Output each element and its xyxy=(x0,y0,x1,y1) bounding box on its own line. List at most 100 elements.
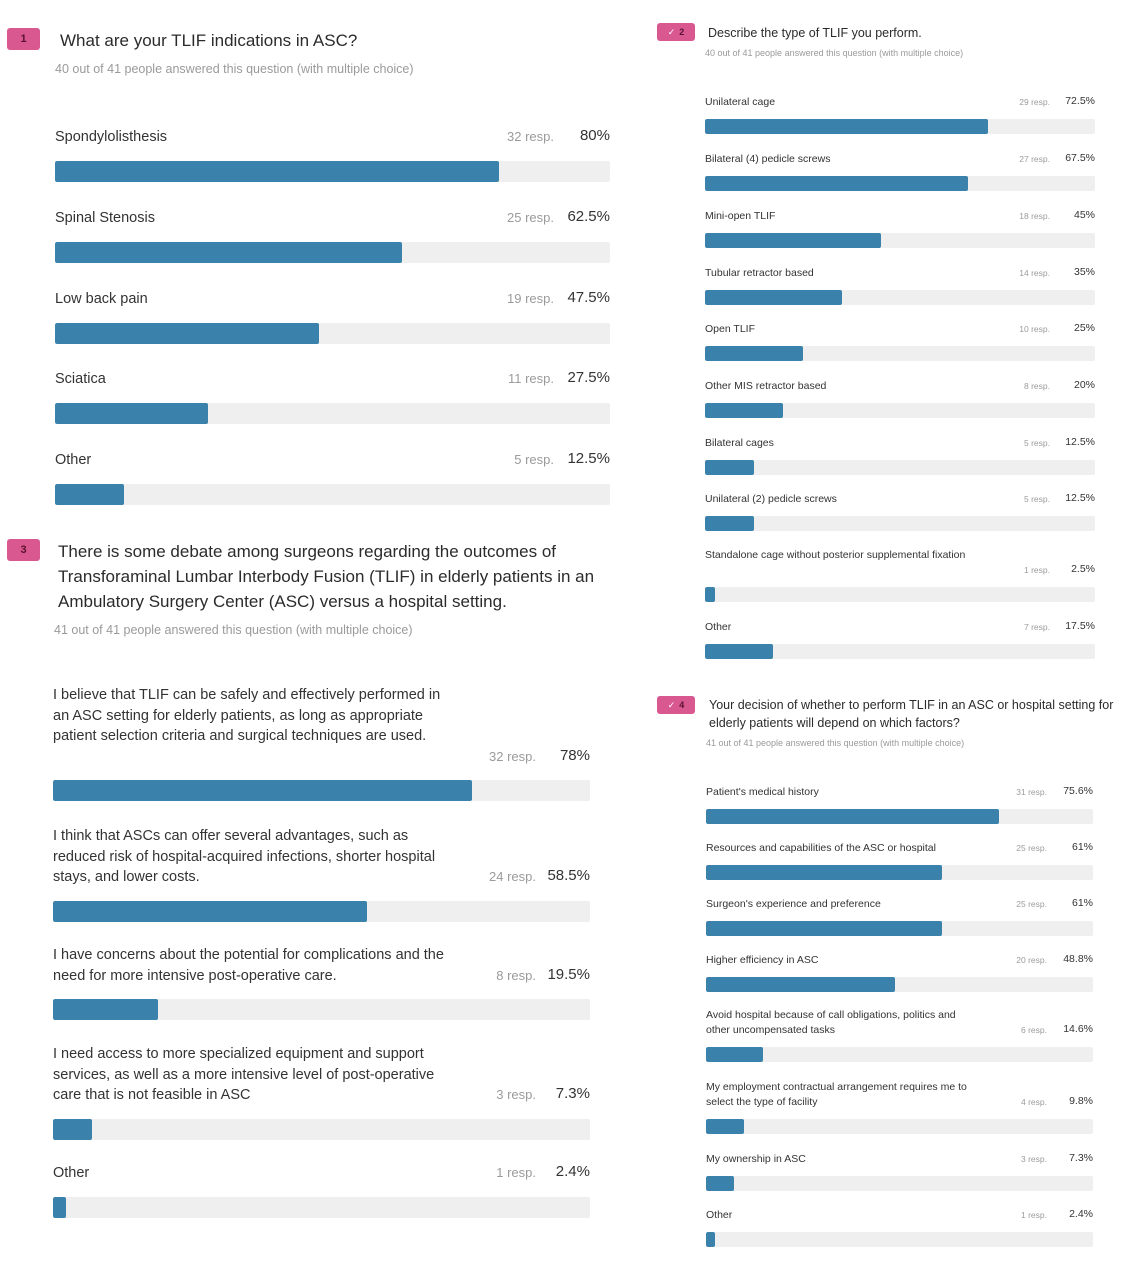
response-count: 20 resp. xyxy=(1016,955,1047,965)
response-count: 3 resp. xyxy=(496,1087,536,1102)
response-count: 27 resp. xyxy=(1019,154,1050,164)
response-count: 32 resp. xyxy=(507,129,554,144)
response-count: 1 resp. xyxy=(1021,1210,1047,1220)
response-percent: 9.8% xyxy=(1069,1095,1093,1107)
response-count: 29 resp. xyxy=(1019,97,1050,107)
answer-row: Low back pain 19 resp. 47.5% xyxy=(0,289,640,344)
answer-label: Other xyxy=(706,1209,733,1221)
response-percent: 61% xyxy=(1071,841,1093,853)
response-percent: 80% xyxy=(579,127,610,144)
response-count: 10 resp. xyxy=(1019,324,1050,334)
answer-row: Avoid hospital because of call obligatio… xyxy=(650,1008,1130,1062)
answer-label: Sciatica xyxy=(55,371,106,387)
check-icon: ✓ xyxy=(667,26,676,37)
response-count: 24 resp. xyxy=(489,869,536,884)
response-percent: 20% xyxy=(1073,379,1095,391)
response-percent: 2.4% xyxy=(1069,1208,1093,1220)
response-percent: 48.8% xyxy=(1063,953,1093,965)
response-count: 19 resp. xyxy=(507,291,554,306)
response-percent: 47.5% xyxy=(567,289,610,306)
bar-fill xyxy=(705,460,754,475)
response-percent: 7.3% xyxy=(555,1085,590,1102)
bar-track xyxy=(55,160,610,182)
question-number: 2 xyxy=(679,27,685,37)
bar-fill xyxy=(706,1176,735,1191)
response-percent: 25% xyxy=(1073,322,1095,334)
bar-fill xyxy=(705,119,988,134)
answer-row: I believe that TLIF can be safely and ef… xyxy=(0,685,640,801)
answer-label: Spondylolisthesis xyxy=(55,129,168,145)
bar-fill xyxy=(706,865,943,880)
response-count: 25 resp. xyxy=(1016,899,1047,909)
answer-label: Open TLIF xyxy=(705,323,755,335)
bar-fill xyxy=(53,1196,66,1218)
response-percent: 27.5% xyxy=(567,369,610,386)
question-title: There is some debate among surgeons rega… xyxy=(58,542,595,611)
response-percent: 2.4% xyxy=(555,1163,590,1180)
answer-label: I need access to more specialized equipm… xyxy=(53,1046,435,1103)
answer-row: Spondylolisthesis 32 resp. 80% xyxy=(0,127,640,182)
answer-label: Bilateral cages xyxy=(705,437,774,449)
response-count: 3 resp. xyxy=(1021,1154,1047,1164)
response-count: 5 resp. xyxy=(514,452,554,467)
answer-label: Resources and capabilities of the ASC or… xyxy=(706,842,936,854)
response-percent: 75.6% xyxy=(1063,785,1093,797)
bar-track xyxy=(53,999,590,1020)
answer-label: Other xyxy=(55,452,92,468)
bar-fill xyxy=(705,346,803,361)
answer-row: Higher efficiency in ASC 20 resp. 48.8% xyxy=(650,953,1130,992)
bar-track xyxy=(705,516,1095,531)
response-percent: 17.5% xyxy=(1065,620,1095,632)
response-count: 11 resp. xyxy=(507,371,554,386)
bar-track xyxy=(706,865,1093,880)
bar-track xyxy=(705,587,1095,602)
bar-fill xyxy=(55,160,499,182)
answer-label: Other xyxy=(705,621,732,633)
question-number: 1 xyxy=(20,33,27,45)
answer-label: Surgeon's experience and preference xyxy=(706,898,881,910)
answer-row: Open TLIF 10 resp. 25% xyxy=(650,322,1130,361)
bar-track xyxy=(55,402,610,424)
bar-track xyxy=(705,176,1095,191)
question-number-badge: ✓ 2 xyxy=(657,23,695,41)
response-count: 5 resp. xyxy=(1024,494,1050,504)
bar-fill xyxy=(706,809,999,824)
response-count: 5 resp. xyxy=(1024,438,1050,448)
answer-label: Tubular retractor based xyxy=(705,267,814,279)
answer-row: I need access to more specialized equipm… xyxy=(0,1044,640,1140)
bar-track xyxy=(705,460,1095,475)
bar-track xyxy=(705,346,1095,361)
answer-label: My employment contractual arrangement re… xyxy=(706,1081,967,1108)
response-count: 8 resp. xyxy=(1024,381,1050,391)
answer-label: Unilateral cage xyxy=(705,96,776,108)
bar-track xyxy=(55,241,610,263)
bar-fill xyxy=(705,403,783,418)
question-number-badge: 3 xyxy=(7,539,40,561)
answer-label: I believe that TLIF can be safely and ef… xyxy=(53,687,441,744)
bar-fill xyxy=(705,290,842,305)
bar-fill xyxy=(53,780,472,801)
answer-label: Patient's medical history xyxy=(706,786,819,798)
bar-track xyxy=(706,1047,1093,1062)
bar-fill xyxy=(706,921,943,936)
question-subtitle: 41 out of 41 people answered this questi… xyxy=(54,623,413,637)
bar-fill xyxy=(55,402,208,424)
response-count: 25 resp. xyxy=(507,210,554,225)
answer-label: Other MIS retractor based xyxy=(705,380,827,392)
answer-row: I have concerns about the potential for … xyxy=(0,945,640,1020)
answer-row: Tubular retractor based 14 resp. 35% xyxy=(650,266,1130,305)
response-percent: 19.5% xyxy=(547,965,590,983)
answer-label: Unilateral (2) pedicle screws xyxy=(705,493,837,505)
bar-track xyxy=(55,483,610,505)
bar-fill xyxy=(53,900,368,922)
bar-fill xyxy=(55,322,319,344)
bar-track xyxy=(53,900,590,922)
question-title: What are your TLIF indications in ASC? xyxy=(60,31,358,50)
answer-row: Unilateral cage 29 resp. 72.5% xyxy=(650,95,1130,134)
answer-row: I think that ASCs can offer several adva… xyxy=(0,826,640,922)
answer-label: Bilateral (4) pedicle screws xyxy=(705,153,831,165)
question-title: Describe the type of TLIF you perform. xyxy=(708,26,922,40)
answer-row: Other 7 resp. 17.5% xyxy=(650,620,1130,659)
response-count: 18 resp. xyxy=(1019,211,1050,221)
answer-row: Mini-open TLIF 18 resp. 45% xyxy=(650,209,1130,248)
